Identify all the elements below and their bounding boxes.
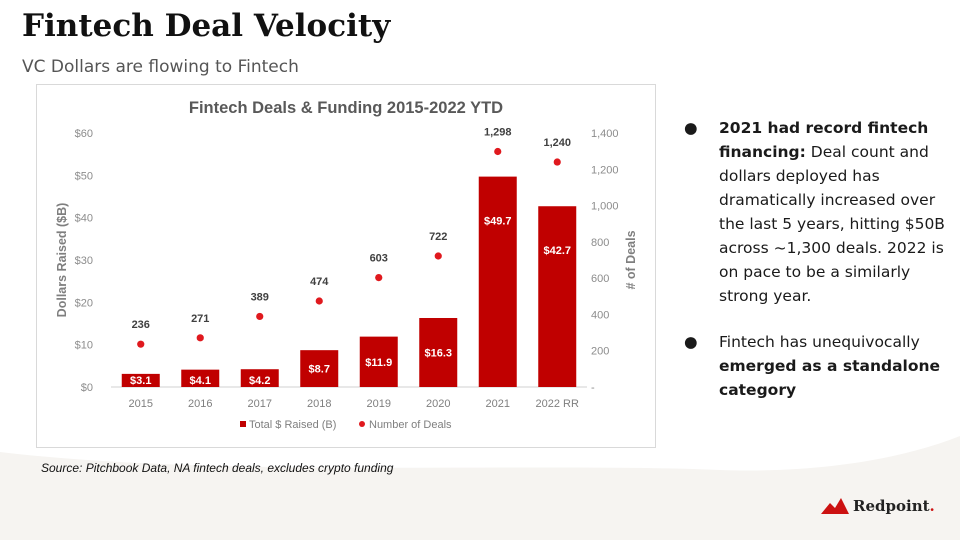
x-tick-label: 2015: [129, 398, 153, 410]
y2-axis-title: # of Deals: [624, 230, 638, 289]
y-tick-label: $60: [75, 128, 93, 140]
bar: [121, 373, 160, 387]
deal-count-label: 271: [191, 313, 209, 325]
y2-tick-label: 1,200: [591, 164, 619, 176]
legend-dot-swatch: [359, 421, 365, 427]
logo-dot: .: [929, 497, 935, 515]
x-tick-label: 2021: [486, 398, 510, 410]
deal-count-label: 603: [370, 253, 388, 265]
y2-tick-label: 200: [591, 346, 609, 358]
bullet-dot-icon: ●: [684, 119, 698, 137]
bar-data-label: $42.7: [543, 245, 571, 257]
bar-data-label: $4.1: [190, 375, 211, 387]
y2-tick-label: -: [591, 382, 595, 394]
y-tick-label: $20: [75, 297, 93, 309]
bullet-1-text: Deal count and dollars deployed has dram…: [719, 143, 945, 305]
bar-data-label: $3.1: [130, 375, 151, 387]
bullet-dot-icon: ●: [684, 333, 698, 351]
redpoint-mountain-icon: [821, 498, 849, 514]
bar: [478, 176, 517, 387]
bar: [359, 336, 398, 387]
bullet-2-bold: emerged as a standalone category: [719, 357, 941, 399]
x-tick-label: 2020: [426, 398, 450, 410]
y2-tick-label: 600: [591, 273, 609, 285]
bullet-list: ● 2021 had record fintech financing: Dea…: [684, 116, 946, 424]
y-axis-title: Dollars Raised ($B): [55, 203, 69, 318]
deal-count-label: 1,298: [484, 127, 512, 139]
bar-data-label: $16.3: [424, 347, 452, 359]
deal-count-label: 389: [251, 291, 269, 303]
chart-title: Fintech Deals & Funding 2015-2022 YTD: [189, 99, 503, 117]
bullet-1-bold: 2021 had record fintech financing:: [719, 119, 929, 161]
slide-title: Fintech Deal Velocity: [22, 8, 391, 44]
y-tick-label: $10: [75, 340, 93, 352]
legend-bar-swatch: [240, 421, 246, 427]
bar-data-label: $8.7: [309, 364, 330, 376]
deal-count-point: [196, 334, 204, 342]
bullet-item-standalone-category: ● Fintech has unequivocally emerged as a…: [684, 330, 946, 402]
x-tick-label: 2022 RR: [536, 398, 579, 410]
chart-frame: Fintech Deals & Funding 2015-2022 YTD $0 $…: [36, 84, 656, 448]
y-tick-label: $30: [75, 255, 93, 267]
deal-count-label: 722: [429, 231, 447, 243]
deal-count-label: 236: [132, 319, 150, 331]
y-tick-label: $0: [81, 382, 93, 394]
deal-count-point: [256, 312, 264, 321]
bar: [300, 350, 339, 387]
bar: [538, 206, 577, 387]
deal-count-point: [315, 297, 323, 305]
bullet-item-record-financing: ● 2021 had record fintech financing: Dea…: [684, 116, 946, 308]
logo-text: Redpoint: [853, 497, 930, 515]
deal-count-label: 474: [310, 276, 329, 288]
bar: [419, 317, 458, 387]
bullet-2-text: Fintech has unequivocally: [719, 333, 920, 351]
legend-bar-label: Total $ Raised (B): [249, 419, 336, 431]
deal-count-point: [375, 273, 383, 282]
bar: [240, 369, 279, 387]
bar-data-label: $11.9: [365, 357, 392, 369]
bar-data-label: $4.2: [249, 375, 270, 387]
redpoint-logo: Redpoint.: [821, 497, 935, 515]
y2-tick-label: 800: [591, 237, 609, 249]
x-tick-label: 2017: [248, 398, 272, 410]
slide-subtitle: VC Dollars are flowing to Fintech: [22, 57, 299, 77]
source-note: Source: Pitchbook Data, NA fintech deals…: [41, 461, 394, 475]
deal-count-point: [494, 147, 502, 156]
legend-dot-label: Number of Deals: [369, 419, 452, 431]
x-tick-label: 2019: [367, 398, 391, 410]
chart: Fintech Deals & Funding 2015-2022 YTD $0 $…: [55, 99, 638, 431]
y-tick-label: $40: [75, 213, 93, 225]
y2-tick-label: 400: [591, 309, 609, 321]
deal-count-point: [553, 158, 561, 166]
bar: [181, 369, 220, 387]
deal-count-point: [137, 340, 145, 348]
deal-count-label: 1,240: [543, 137, 571, 149]
y2-tick-label: 1,000: [591, 201, 619, 213]
x-tick-label: 2016: [188, 398, 212, 410]
y-tick-label: $50: [75, 170, 93, 182]
y2-tick-label: 1,400: [591, 128, 619, 140]
deal-count-point: [434, 252, 442, 260]
x-tick-label: 2018: [307, 398, 331, 410]
bar-data-label: $49.7: [484, 216, 512, 228]
